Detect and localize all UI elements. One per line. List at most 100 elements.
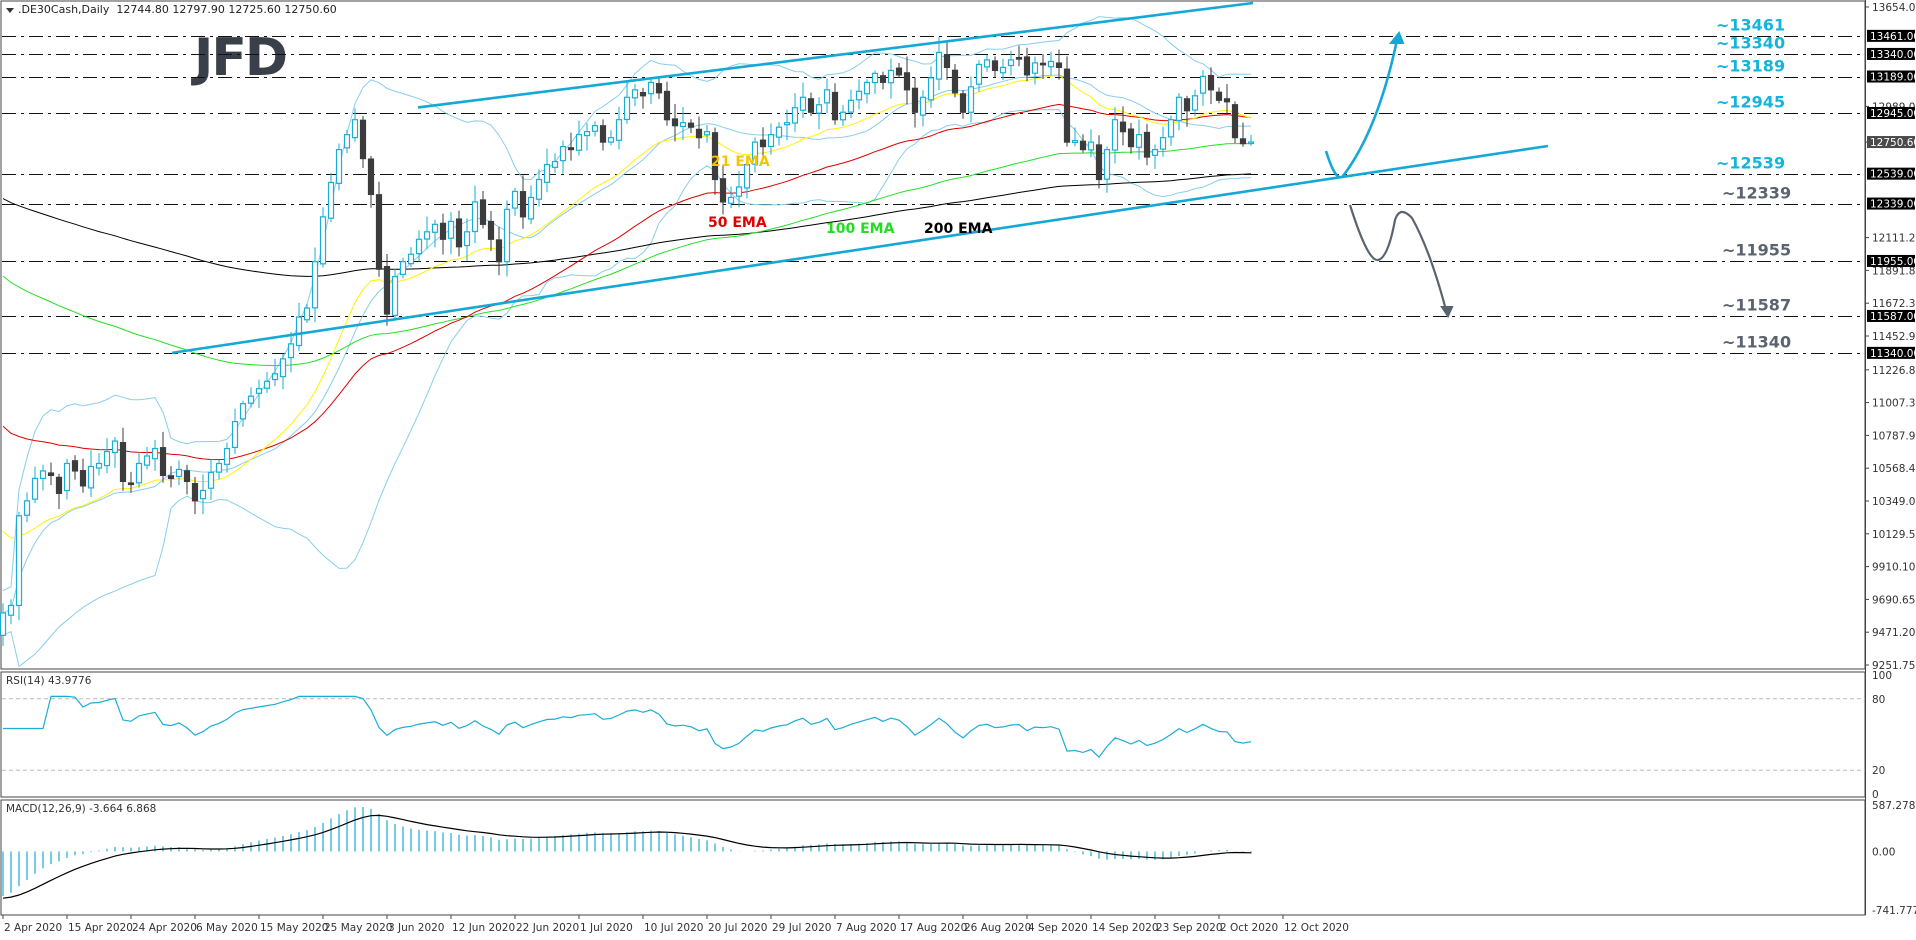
candle[interactable]: [1047, 60, 1055, 68]
candle[interactable]: [863, 81, 871, 95]
ema100-line[interactable]: [2, 143, 1251, 367]
candle[interactable]: [455, 218, 463, 248]
candle[interactable]: [807, 98, 815, 113]
candle[interactable]: [535, 178, 543, 200]
candle[interactable]: [519, 191, 527, 218]
candle[interactable]: [871, 72, 879, 84]
candle[interactable]: [575, 134, 583, 151]
candle[interactable]: [111, 440, 119, 454]
candle[interactable]: [119, 442, 127, 483]
candle[interactable]: [71, 460, 79, 472]
candle[interactable]: [711, 132, 719, 181]
candle[interactable]: [327, 181, 335, 219]
candle[interactable]: [679, 122, 687, 127]
candle[interactable]: [359, 119, 367, 160]
candle[interactable]: [775, 126, 783, 138]
candle[interactable]: [471, 201, 479, 233]
candle[interactable]: [703, 131, 711, 136]
candle[interactable]: [167, 475, 175, 480]
candle[interactable]: [351, 119, 359, 139]
rsi-line[interactable]: [3, 695, 1252, 758]
candle[interactable]: [1247, 141, 1255, 145]
candle[interactable]: [151, 447, 159, 460]
candle[interactable]: [23, 500, 31, 516]
candle[interactable]: [415, 238, 423, 255]
candle[interactable]: [319, 216, 327, 265]
candle[interactable]: [1151, 148, 1159, 156]
candle[interactable]: [1231, 104, 1239, 139]
candle[interactable]: [335, 148, 343, 184]
candle[interactable]: [607, 137, 615, 143]
candle[interactable]: [759, 139, 767, 148]
candle[interactable]: [887, 69, 895, 84]
candle[interactable]: [1183, 98, 1191, 112]
candle[interactable]: [447, 220, 455, 239]
candle[interactable]: [439, 222, 447, 240]
candle[interactable]: [919, 96, 927, 116]
candle[interactable]: [727, 196, 735, 204]
candle[interactable]: [855, 90, 863, 101]
candle[interactable]: [967, 86, 975, 113]
candle[interactable]: [1031, 62, 1039, 74]
candle[interactable]: [0, 612, 7, 636]
candle[interactable]: [1015, 56, 1023, 60]
candle[interactable]: [1111, 119, 1119, 151]
candle[interactable]: [879, 75, 887, 83]
candle[interactable]: [799, 96, 807, 111]
candle[interactable]: [463, 231, 471, 247]
candle[interactable]: [631, 89, 639, 99]
candle[interactable]: [895, 67, 903, 76]
candle[interactable]: [431, 223, 439, 233]
candle[interactable]: [495, 239, 503, 263]
candle[interactable]: [559, 146, 567, 162]
candle[interactable]: [783, 122, 791, 126]
candle[interactable]: [1199, 75, 1207, 94]
upper-trendline[interactable]: [417, 1, 1254, 109]
candle[interactable]: [1071, 140, 1079, 144]
candle[interactable]: [279, 358, 287, 378]
candle[interactable]: [815, 104, 823, 114]
candle[interactable]: [215, 462, 223, 473]
candle[interactable]: [663, 90, 671, 121]
candle[interactable]: [407, 253, 415, 265]
candle[interactable]: [511, 190, 519, 209]
candle[interactable]: [591, 125, 599, 132]
candle[interactable]: [479, 199, 487, 225]
candle[interactable]: [1039, 62, 1047, 66]
candle[interactable]: [39, 470, 47, 480]
candle[interactable]: [367, 158, 375, 196]
lower-trendline[interactable]: [171, 144, 1549, 355]
candle[interactable]: [1207, 74, 1215, 91]
candle[interactable]: [935, 51, 943, 80]
candle[interactable]: [1087, 141, 1095, 151]
candle[interactable]: [399, 261, 407, 275]
candle[interactable]: [975, 63, 983, 85]
candle[interactable]: [791, 107, 799, 124]
candle[interactable]: [1095, 144, 1103, 181]
candle[interactable]: [639, 92, 647, 97]
candle[interactable]: [199, 489, 207, 500]
candle[interactable]: [127, 482, 135, 486]
candle[interactable]: [751, 141, 759, 165]
candle[interactable]: [1103, 148, 1111, 180]
candle[interactable]: [271, 373, 279, 381]
candle[interactable]: [927, 77, 935, 101]
candle[interactable]: [503, 208, 511, 263]
candle[interactable]: [47, 472, 55, 477]
candle[interactable]: [847, 99, 855, 113]
candle[interactable]: [1143, 131, 1151, 158]
candle[interactable]: [735, 186, 743, 197]
candle[interactable]: [303, 307, 311, 321]
candle[interactable]: [551, 160, 559, 168]
candle[interactable]: [1239, 138, 1247, 145]
macd-signal-line[interactable]: [2, 814, 1252, 899]
candle[interactable]: [55, 476, 63, 494]
candle[interactable]: [567, 147, 575, 151]
candle[interactable]: [1223, 98, 1231, 103]
candle[interactable]: [1175, 96, 1183, 122]
candle[interactable]: [143, 455, 151, 466]
candle[interactable]: [959, 93, 967, 113]
candle[interactable]: [903, 72, 911, 91]
